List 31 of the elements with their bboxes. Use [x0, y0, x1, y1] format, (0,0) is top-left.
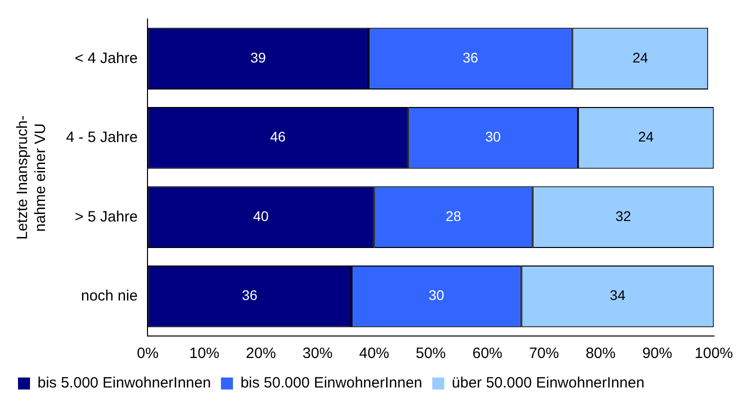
data-label: 39 — [250, 49, 266, 66]
x-tick-label: 30% — [302, 345, 333, 362]
x-tick-label: 70% — [528, 345, 559, 362]
x-tick-label: 60% — [472, 345, 502, 362]
x-tick-label: 100% — [694, 345, 734, 362]
data-label: 24 — [632, 49, 648, 66]
y-tick-label: noch nie — [80, 288, 138, 305]
legend-label: bis 50.000 EinwohnerInnen — [240, 374, 422, 392]
data-label: 36 — [242, 287, 258, 304]
data-label: 32 — [615, 208, 632, 224]
data-label: 30 — [485, 128, 502, 145]
y-tick-label: < 4 Jahre — [74, 50, 138, 67]
y-tick-label: > 5 Jahre — [74, 208, 138, 226]
x-tick-label: 0% — [136, 345, 159, 362]
y-axis-title: Letzte Inanspruch- nahme einer VU — [14, 115, 50, 240]
data-label: 40 — [253, 208, 269, 224]
x-tick-label: 90% — [642, 345, 672, 362]
data-label: 24 — [638, 128, 654, 145]
x-tick-label: 50% — [416, 345, 446, 362]
x-tick-label: 20% — [246, 345, 276, 362]
data-label: 30 — [428, 287, 444, 304]
x-tick-label: 80% — [586, 345, 616, 362]
data-label: 28 — [446, 208, 462, 224]
data-label: 36 — [462, 49, 478, 66]
x-tick-label: 10% — [189, 345, 220, 362]
data-label: 46 — [270, 128, 286, 145]
legend-label: über 50.000 EinwohnerInnen — [452, 374, 644, 392]
x-tick-label: 40% — [359, 345, 390, 362]
legend-label: bis 5.000 EinwohnerInnen — [38, 374, 211, 392]
y-tick-label: 4 - 5 Jahre — [66, 129, 138, 146]
data-label: 34 — [610, 287, 626, 304]
